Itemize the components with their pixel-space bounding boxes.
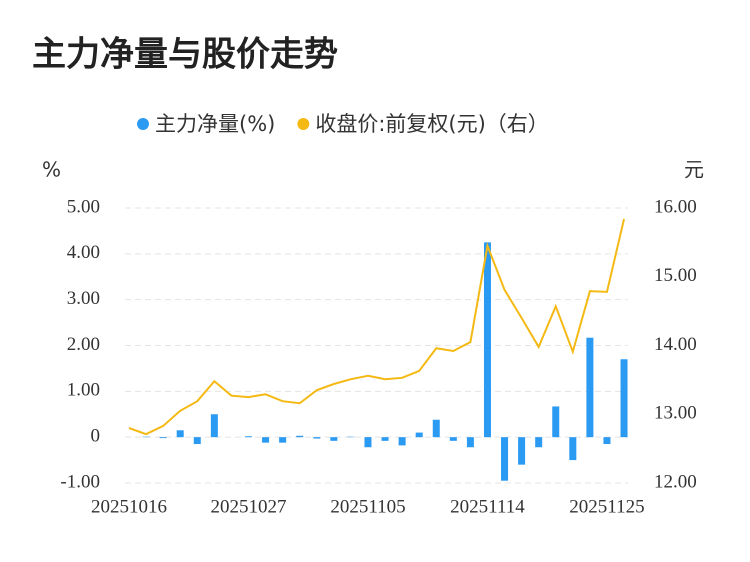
bar [552, 406, 559, 437]
bar [194, 437, 201, 444]
bar [535, 437, 542, 447]
bar [603, 437, 610, 444]
bar [330, 437, 337, 441]
y-tick-label: 1.00 [67, 380, 100, 401]
bar [245, 436, 252, 437]
y-tick-label: 0 [91, 426, 101, 447]
bar [621, 359, 628, 437]
y2-tick-label: 16.00 [654, 196, 697, 217]
x-tick-label: 20251105 [330, 496, 405, 517]
bar [433, 420, 440, 437]
y2-unit: 元 [684, 158, 704, 182]
bar [382, 437, 389, 441]
bar [518, 437, 525, 465]
x-tick-label: 20251125 [569, 496, 644, 517]
bar [313, 437, 320, 438]
bar [364, 437, 371, 447]
y2-tick-label: 12.00 [654, 471, 697, 492]
y-tick-label: 5.00 [67, 196, 100, 217]
bar [279, 437, 286, 443]
legend: 主力净量(%) 收盘价:前复权(元)（右） [137, 112, 549, 136]
y-tick-label: 2.00 [67, 334, 100, 355]
bar [450, 437, 457, 441]
price-line [129, 219, 624, 434]
x-tick-label: 20251114 [450, 496, 525, 517]
bar [467, 437, 474, 447]
y2-tick-label: 14.00 [654, 334, 697, 355]
bar [484, 242, 491, 437]
y-tick-label: 3.00 [67, 288, 100, 309]
legend-marker [137, 118, 149, 130]
bar [262, 437, 269, 443]
x-tick-label: 20251016 [91, 496, 167, 517]
bar [399, 437, 406, 445]
chart-title: 主力净量与股价走势 [32, 35, 338, 75]
x-tick-label: 20251027 [210, 496, 286, 517]
bar [416, 433, 423, 438]
legend-label: 收盘价:前复权(元)（右） [315, 112, 548, 136]
bar [586, 338, 593, 437]
bar [296, 436, 303, 437]
bar [569, 437, 576, 460]
legend-label: 主力净量(%) [155, 112, 275, 136]
bar [160, 437, 167, 438]
bar [211, 414, 218, 437]
bar [501, 437, 508, 481]
bar [177, 430, 184, 437]
y2-tick-label: 15.00 [654, 265, 697, 286]
y-unit: % [42, 158, 61, 182]
y2-tick-label: 13.00 [654, 403, 697, 424]
y-tick-label: 4.00 [67, 242, 100, 263]
y-tick-label: -1.00 [60, 471, 100, 492]
legend-marker [297, 118, 309, 130]
